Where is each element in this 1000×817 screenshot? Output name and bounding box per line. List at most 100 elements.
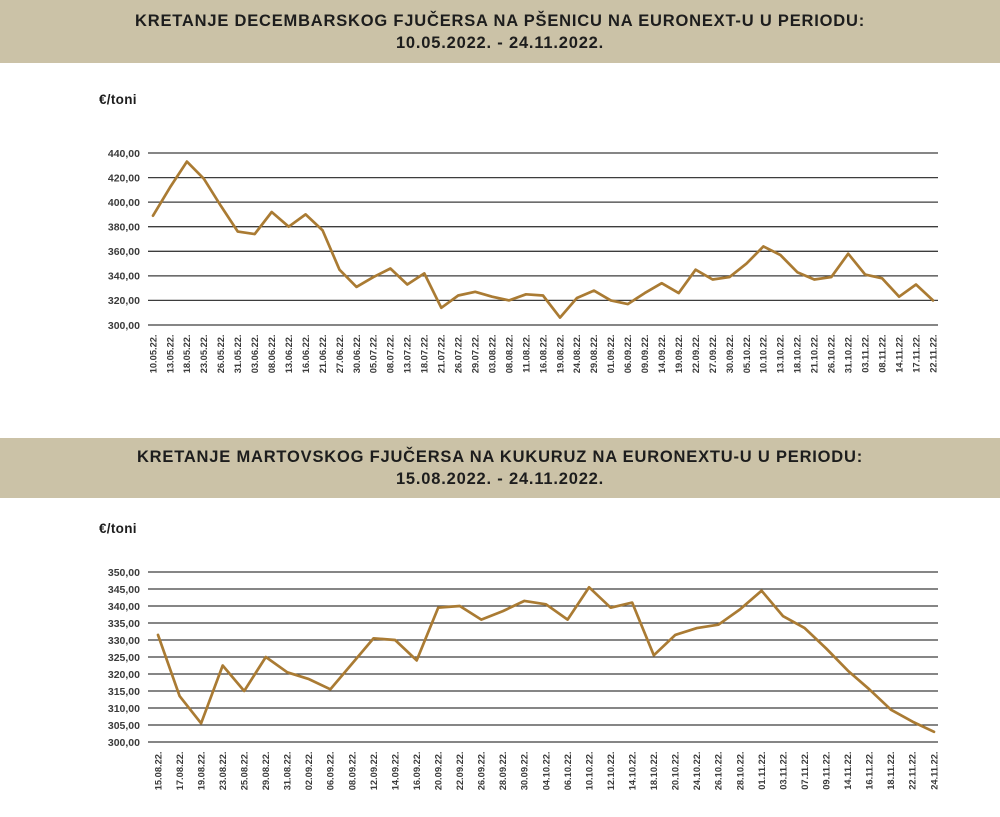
x-tick-label: 14.09.22. <box>390 752 400 791</box>
x-tick-label: 21.10.22. <box>810 335 820 374</box>
price-series-line <box>151 160 935 319</box>
corn-title-line2: 15.08.2022. - 24.11.2022. <box>395 470 605 488</box>
x-tick-label: 06.09.22. <box>326 752 336 791</box>
x-tick-label: 31.10.22. <box>844 335 854 374</box>
x-tick-label: 16.08.22. <box>538 335 548 374</box>
x-tick-label: 18.10.22. <box>793 335 803 374</box>
y-tick-label: 335,00 <box>108 618 140 630</box>
x-tick-label: 17.11.22. <box>911 335 921 373</box>
x-tick-label: 22.09.22. <box>691 335 701 374</box>
x-tick-label: 26.10.22. <box>827 335 837 374</box>
y-tick-label: 345,00 <box>108 584 140 596</box>
wheat-title-line2: 10.05.2022. - 24.11.2022. <box>395 33 605 52</box>
x-tick-label: 26.10.22. <box>714 752 724 791</box>
x-tick-label: 12.09.22. <box>369 752 379 791</box>
x-tick-label: 14.10.22. <box>628 752 638 791</box>
corn-title-line1: KRETANJE MARTOVSKOG FJUČERSA NA KUKURUZ … <box>136 448 864 466</box>
x-tick-label: 24.08.22. <box>572 335 582 374</box>
x-tick-label: 18.05.22. <box>182 335 192 374</box>
y-tick-label: 300,00 <box>108 737 140 749</box>
x-tick-label: 22.11.22. <box>908 752 918 790</box>
x-tick-label: 18.07.22. <box>420 335 430 374</box>
y-tick-label: 300,00 <box>108 320 140 332</box>
x-tick-label: 14.09.22. <box>657 335 667 374</box>
x-tick-label: 30.06.22. <box>352 335 362 374</box>
x-tick-label: 13.05.22. <box>165 335 175 374</box>
x-tick-label: 06.09.22. <box>623 335 633 374</box>
wheat-title-line1: KRETANJE DECEMBARSKOG FJUČERSA NA PŠENIC… <box>135 11 865 30</box>
x-tick-label: 16.06.22. <box>301 335 311 374</box>
wheat-yaxis-unit-label: €/toni <box>99 92 137 107</box>
x-tick-label: 02.09.22. <box>304 752 314 791</box>
y-tick-label: 340,00 <box>108 271 140 283</box>
x-tick-label: 28.09.22. <box>498 752 508 791</box>
x-tick-label: 22.11.22. <box>928 335 938 373</box>
x-tick-label: 31.05.22. <box>233 335 243 374</box>
x-tick-label: 15.08.22. <box>153 752 163 791</box>
y-tick-label: 350,00 <box>108 567 140 579</box>
x-tick-label: 05.07.22. <box>369 335 379 374</box>
x-tick-label: 31.08.22. <box>283 752 293 791</box>
x-tick-label: 08.07.22. <box>386 335 396 374</box>
x-tick-label: 17.08.22. <box>175 752 185 791</box>
x-tick-label: 12.10.22. <box>606 752 616 791</box>
y-tick-label: 305,00 <box>108 720 140 732</box>
x-tick-label: 10.10.22. <box>759 335 769 374</box>
x-tick-label: 08.08.22. <box>504 335 514 374</box>
y-tick-label: 320,00 <box>108 669 140 681</box>
x-tick-label: 13.10.22. <box>776 335 786 374</box>
x-tick-label: 16.11.22. <box>865 752 875 790</box>
x-tick-label: 21.07.22. <box>437 335 447 374</box>
x-tick-label: 23.05.22. <box>199 335 209 374</box>
x-tick-label: 20.09.22. <box>434 752 444 791</box>
x-tick-label: 03.11.22. <box>778 752 788 790</box>
x-tick-label: 19.08.22. <box>196 752 206 791</box>
x-tick-label: 26.05.22. <box>216 335 226 374</box>
x-tick-label: 16.09.22. <box>412 752 422 791</box>
x-tick-label: 08.11.22. <box>877 335 887 373</box>
y-tick-label: 330,00 <box>108 635 140 647</box>
x-tick-label: 03.08.22. <box>487 335 497 374</box>
y-tick-label: 340,00 <box>108 601 140 613</box>
x-tick-label: 26.09.22. <box>477 752 487 791</box>
x-tick-label: 01.09.22. <box>606 335 616 374</box>
x-tick-label: 04.10.22. <box>541 752 551 791</box>
x-tick-label: 03.11.22. <box>861 335 871 373</box>
x-tick-label: 03.06.22. <box>250 335 260 374</box>
x-tick-label: 11.08.22. <box>521 335 531 373</box>
x-tick-label: 21.06.22. <box>318 335 328 374</box>
x-tick-label: 24.11.22. <box>929 752 939 790</box>
x-tick-label: 22.09.22. <box>455 752 465 791</box>
corn-title-band: KRETANJE MARTOVSKOG FJUČERSA NA KUKURUZ … <box>0 438 1000 498</box>
corn-yaxis-unit-label: €/toni <box>99 521 137 536</box>
x-tick-label: 09.11.22. <box>822 752 832 790</box>
x-tick-label: 30.09.22. <box>520 752 530 791</box>
x-tick-label: 14.11.22. <box>894 335 904 373</box>
x-tick-label: 29.07.22. <box>471 335 481 374</box>
x-tick-label: 25.08.22. <box>240 752 250 791</box>
x-tick-label: 24.10.22. <box>692 752 702 791</box>
y-tick-label: 315,00 <box>108 686 140 698</box>
x-tick-label: 13.06.22. <box>284 335 294 374</box>
x-tick-label: 05.10.22. <box>742 335 752 374</box>
x-tick-label: 28.10.22. <box>735 752 745 791</box>
y-tick-label: 320,00 <box>108 295 140 307</box>
x-tick-label: 13.07.22. <box>403 335 413 374</box>
x-tick-label: 08.06.22. <box>267 335 277 374</box>
y-tick-label: 440,00 <box>108 148 140 160</box>
y-tick-label: 360,00 <box>108 246 140 258</box>
x-tick-label: 01.11.22. <box>757 752 767 790</box>
x-tick-label: 29.08.22. <box>589 335 599 374</box>
y-tick-label: 380,00 <box>108 222 140 234</box>
wheat-title-band: KRETANJE DECEMBARSKOG FJUČERSA NA PŠENIC… <box>0 0 1000 63</box>
x-tick-label: 20.10.22. <box>671 752 681 791</box>
x-tick-label: 10.05.22. <box>148 335 158 374</box>
y-tick-label: 400,00 <box>108 197 140 209</box>
x-tick-label: 08.09.22. <box>347 752 357 791</box>
y-tick-label: 310,00 <box>108 703 140 715</box>
y-tick-label: 420,00 <box>108 172 140 184</box>
x-tick-label: 18.10.22. <box>649 752 659 791</box>
